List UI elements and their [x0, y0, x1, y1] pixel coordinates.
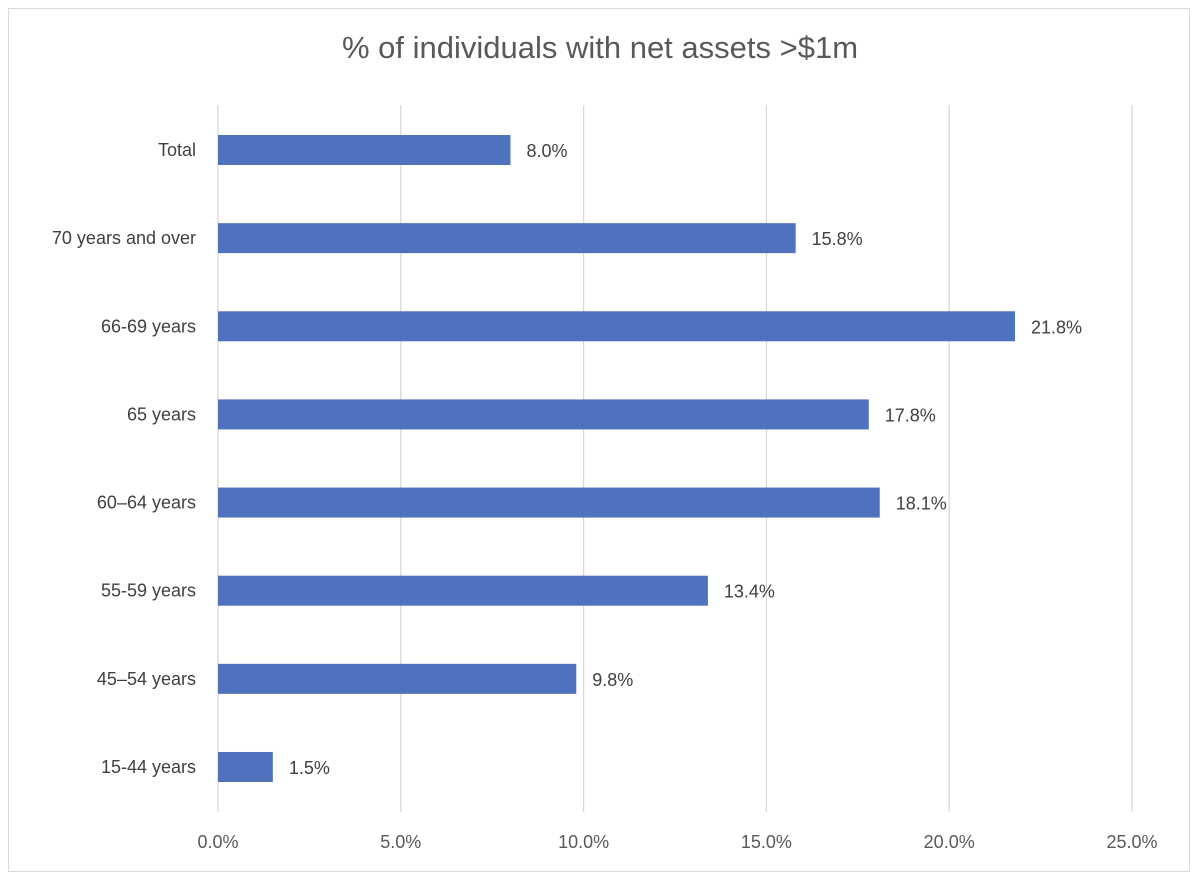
bar	[218, 223, 796, 254]
data-label: 18.1%	[896, 494, 947, 514]
category-label: 55-59 years	[101, 581, 196, 601]
bar	[218, 751, 273, 782]
data-label: 1.5%	[289, 758, 330, 778]
x-tick-label: 25.0%	[1106, 832, 1157, 852]
bar	[218, 575, 708, 606]
category-label: 65 years	[127, 404, 196, 424]
data-label: 9.8%	[592, 670, 633, 690]
grid-lines	[217, 105, 1133, 812]
data-label: 15.8%	[812, 229, 863, 249]
x-tick-label: 10.0%	[558, 832, 609, 852]
category-label: Total	[158, 140, 196, 160]
data-label: 13.4%	[724, 582, 775, 602]
data-label: 8.0%	[526, 141, 567, 161]
bar	[218, 311, 1016, 342]
x-tick-label: 0.0%	[197, 832, 238, 852]
category-label: 60–64 years	[97, 493, 196, 513]
category-label: 45–54 years	[97, 669, 196, 689]
x-tick-label: 20.0%	[924, 832, 975, 852]
category-label: 66-69 years	[101, 316, 196, 336]
data-label: 21.8%	[1031, 317, 1082, 337]
labels: 0.0% 5.0% 10.0% 15.0% 20.0% 25.0% Total 8.0% 70 …	[52, 140, 1158, 852]
data-label: 17.8%	[885, 405, 936, 425]
category-label: 15-44 years	[101, 757, 196, 777]
category-label: 70 years and over	[52, 228, 196, 248]
bar	[218, 399, 869, 430]
chart-frame	[8, 8, 1190, 872]
bar	[218, 135, 511, 165]
x-tick-label: 15.0%	[741, 832, 792, 852]
bar	[218, 663, 577, 694]
x-tick-label: 5.0%	[380, 832, 421, 852]
chart-title: % of individuals with net assets >$1m	[341, 30, 859, 65]
bar	[218, 487, 880, 518]
bars	[218, 135, 1016, 782]
